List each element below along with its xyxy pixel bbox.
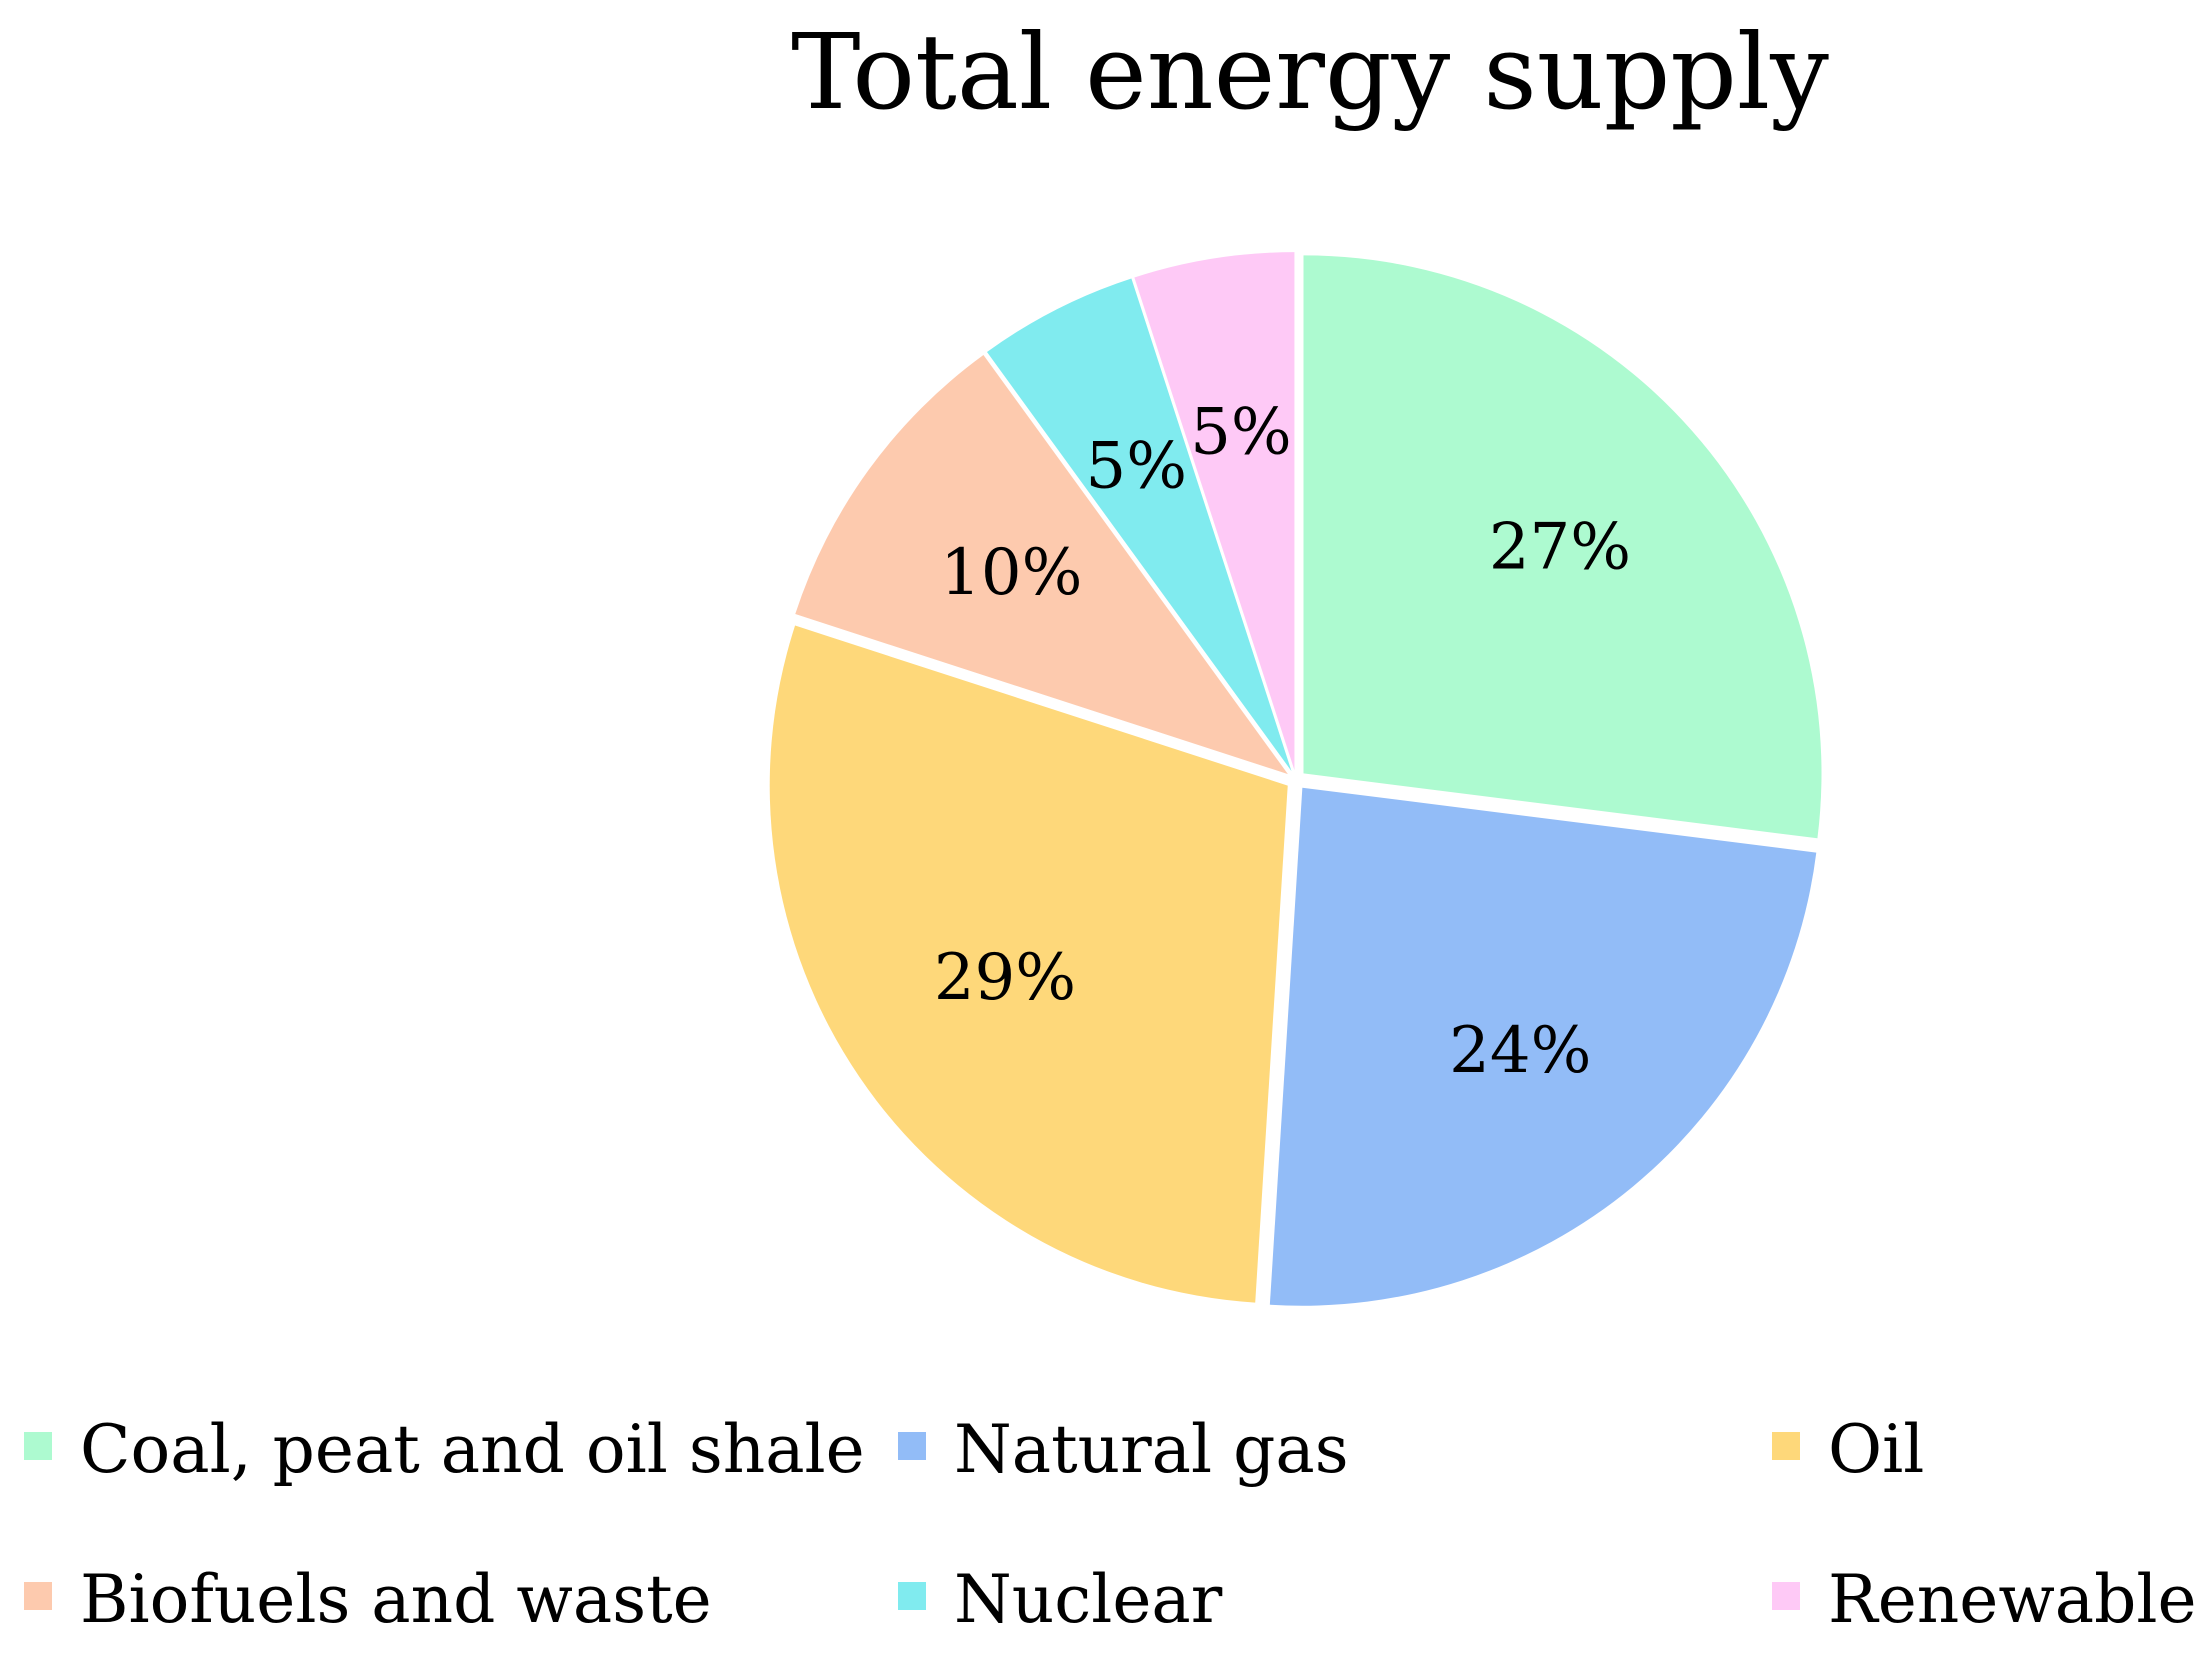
slice-label-biofuels-and-waste: 10% [940, 536, 1082, 610]
pie-slice-biofuels-and-waste [795, 355, 1288, 775]
pie-slice-oil [769, 625, 1288, 1303]
legend-item-coal-peat-and-oil-shale: Coal, peat and oil shale [24, 1411, 865, 1488]
legend-label: Nuclear [954, 1561, 1223, 1638]
legend-swatch [898, 1432, 926, 1460]
legend-item-nuclear: Nuclear [898, 1561, 1223, 1638]
legend-label: Renewable [1828, 1561, 2197, 1638]
chart-title: Total energy supply [791, 11, 1829, 133]
legend-label: Oil [1828, 1411, 1924, 1488]
pie-slice-nuclear [986, 278, 1292, 772]
legend-label: Coal, peat and oil shale [80, 1411, 865, 1488]
legend-item-oil: Oil [1772, 1411, 1924, 1488]
slice-label-oil: 29% [934, 941, 1076, 1015]
legend: Coal, peat and oil shale Natural gas Oil Bi… [24, 1411, 2197, 1638]
legend-swatch [898, 1582, 926, 1610]
legend-item-biofuels-and-waste: Biofuels and waste [24, 1561, 712, 1638]
legend-swatch [1772, 1432, 1800, 1460]
pie-slice-labels: 27%24%29%10%5% 5% [934, 395, 1631, 1088]
legend-label: Biofuels and waste [80, 1561, 712, 1638]
pie-slices [769, 252, 1822, 1306]
legend-item-natural-gas: Natural gas [898, 1411, 1349, 1488]
legend-swatch [1772, 1582, 1800, 1610]
pie-slice-renewable [1134, 252, 1295, 771]
slice-label-nuclear: 5% [1085, 429, 1187, 503]
pie-slice-coal-peat-and-oil-shale [1303, 255, 1822, 839]
pie-slice-natural-gas [1269, 787, 1817, 1306]
slice-label-renewable: 5% [1190, 395, 1292, 469]
legend-swatch [24, 1432, 52, 1460]
legend-swatch [24, 1582, 52, 1610]
legend-label: Natural gas [954, 1411, 1349, 1488]
slice-label-coal-peat-and-oil-shale: 27% [1489, 510, 1631, 584]
slice-label-natural-gas: 24% [1449, 1014, 1591, 1088]
legend-item-renewable: Renewable [1772, 1561, 2197, 1638]
